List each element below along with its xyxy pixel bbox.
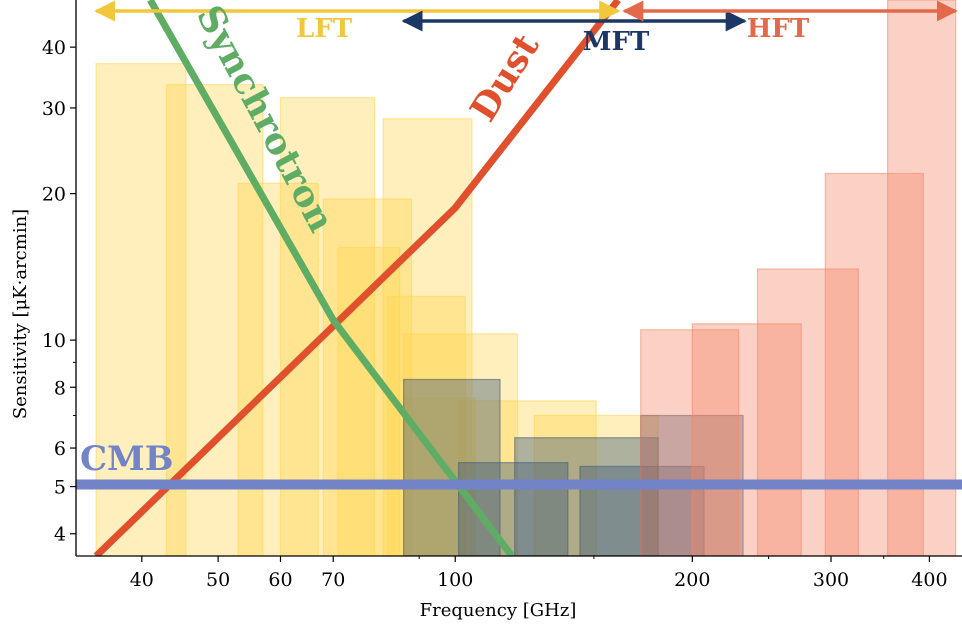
x-tick-label-40: 40 <box>130 569 154 591</box>
x-axis-label: Frequency [GHz] <box>420 600 577 621</box>
y-tick-label-40: 40 <box>42 37 66 59</box>
lft-bar-0 <box>95 63 187 556</box>
lft-bar-8 <box>403 333 519 556</box>
dust-label: Dust <box>462 26 548 129</box>
axes-layer: 40 50 60 70 100 200 300 400 4 5 6 8 10 20 30 40 <box>42 0 962 591</box>
x-tick-label-100: 100 <box>437 569 473 591</box>
y-tick-label-5: 5 <box>54 477 66 499</box>
hft-bar-3 <box>824 172 924 556</box>
dust-line <box>93 0 621 556</box>
mft-bar-0 <box>403 378 501 556</box>
lines-layer <box>76 0 962 556</box>
cmb-label: CMB <box>80 439 173 479</box>
y-tick-label-4: 4 <box>54 524 66 546</box>
x-tick-label-400: 400 <box>911 569 947 591</box>
mft-bar-2 <box>514 437 659 556</box>
hft-bar-4 <box>887 0 957 556</box>
y-tick-label-10: 10 <box>42 330 66 352</box>
x-tick-label-50: 50 <box>206 569 230 591</box>
synchrotron-line <box>147 0 515 556</box>
y-tick-label-20: 20 <box>42 184 66 206</box>
hft-bar-1 <box>691 323 802 556</box>
band-label-lft: LFT <box>296 14 353 44</box>
band-arrows <box>94 0 958 32</box>
band-label-hft: HFT <box>747 14 810 44</box>
y-tick-label-6: 6 <box>54 438 66 460</box>
lft-bar-5 <box>337 246 401 556</box>
lft-bar-9 <box>458 400 597 556</box>
y-axis-label: Sensitivity [μK·arcmin] <box>10 209 31 419</box>
hft-bar-2 <box>756 268 859 556</box>
x-tick-label-70: 70 <box>321 569 345 591</box>
band-label-mft: MFT <box>583 27 650 57</box>
x-tick-label-200: 200 <box>674 569 710 591</box>
hft-bar-0 <box>640 329 740 556</box>
lft-bar-2 <box>237 182 319 556</box>
lft-bar-7 <box>386 295 466 556</box>
y-tick-label-30: 30 <box>42 98 66 120</box>
x-tick-label-300: 300 <box>813 569 849 591</box>
y-tick-label-8: 8 <box>54 377 66 399</box>
x-tick-label-60: 60 <box>268 569 292 591</box>
